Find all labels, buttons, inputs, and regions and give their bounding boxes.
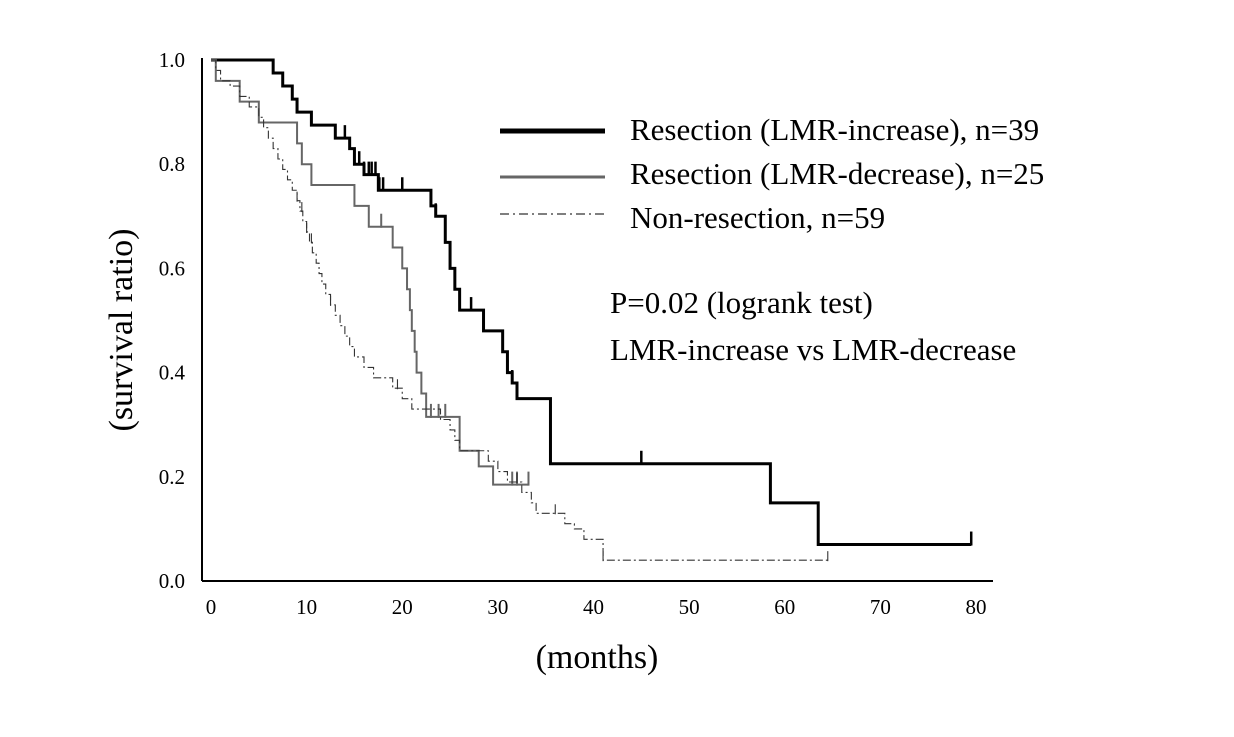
y-tick-label: 0.4: [159, 361, 186, 385]
survival-curve: [211, 59, 529, 486]
x-axis-label: (months): [536, 639, 659, 676]
y-axis-label: (survival ratio): [103, 229, 140, 432]
x-tick-labels: 0 10 20 30 40 50 60 70 80: [206, 595, 987, 619]
axes: [201, 58, 993, 582]
survival-curve: [211, 58, 972, 547]
legend: Resection (LMR-increase), n=39 Resection…: [500, 112, 1044, 235]
survival-curve: [211, 59, 828, 561]
legend-label-non-resection: Non-resection, n=59: [630, 200, 885, 235]
y-tick-label: 0.8: [159, 152, 185, 176]
y-tick-label: 0.2: [159, 465, 185, 489]
legend-label-lmr-decrease: Resection (LMR-decrease), n=25: [630, 156, 1044, 191]
x-tick-label: 40: [583, 595, 604, 619]
x-tick-label: 20: [392, 595, 413, 619]
comparison-annotation: LMR-increase vs LMR-decrease: [610, 332, 1016, 367]
x-tick-label: 60: [774, 595, 795, 619]
x-tick-label: 30: [487, 595, 508, 619]
x-tick-label: 0: [206, 595, 217, 619]
x-tick-label: 70: [870, 595, 891, 619]
x-tick-label: 50: [679, 595, 700, 619]
y-tick-labels: 0.0 0.2 0.4 0.6 0.8 1.0: [159, 48, 186, 593]
x-tick-label: 10: [296, 595, 317, 619]
logrank-pvalue-annotation: P=0.02 (logrank test): [610, 285, 873, 320]
y-tick-label: 1.0: [159, 48, 185, 72]
y-tick-label: 0.0: [159, 569, 185, 593]
legend-label-lmr-increase: Resection (LMR-increase), n=39: [630, 112, 1039, 147]
survival-curves: [211, 58, 973, 562]
y-tick-label: 0.6: [159, 256, 185, 280]
x-tick-label: 80: [966, 595, 987, 619]
